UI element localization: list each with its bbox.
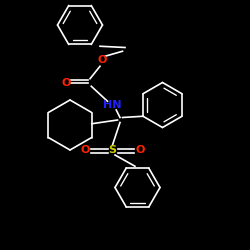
Text: O: O [135,145,145,155]
Text: S: S [108,145,116,155]
Text: HN: HN [103,100,122,110]
Text: O: O [62,78,71,88]
Text: O: O [80,145,90,155]
Text: O: O [98,55,107,65]
